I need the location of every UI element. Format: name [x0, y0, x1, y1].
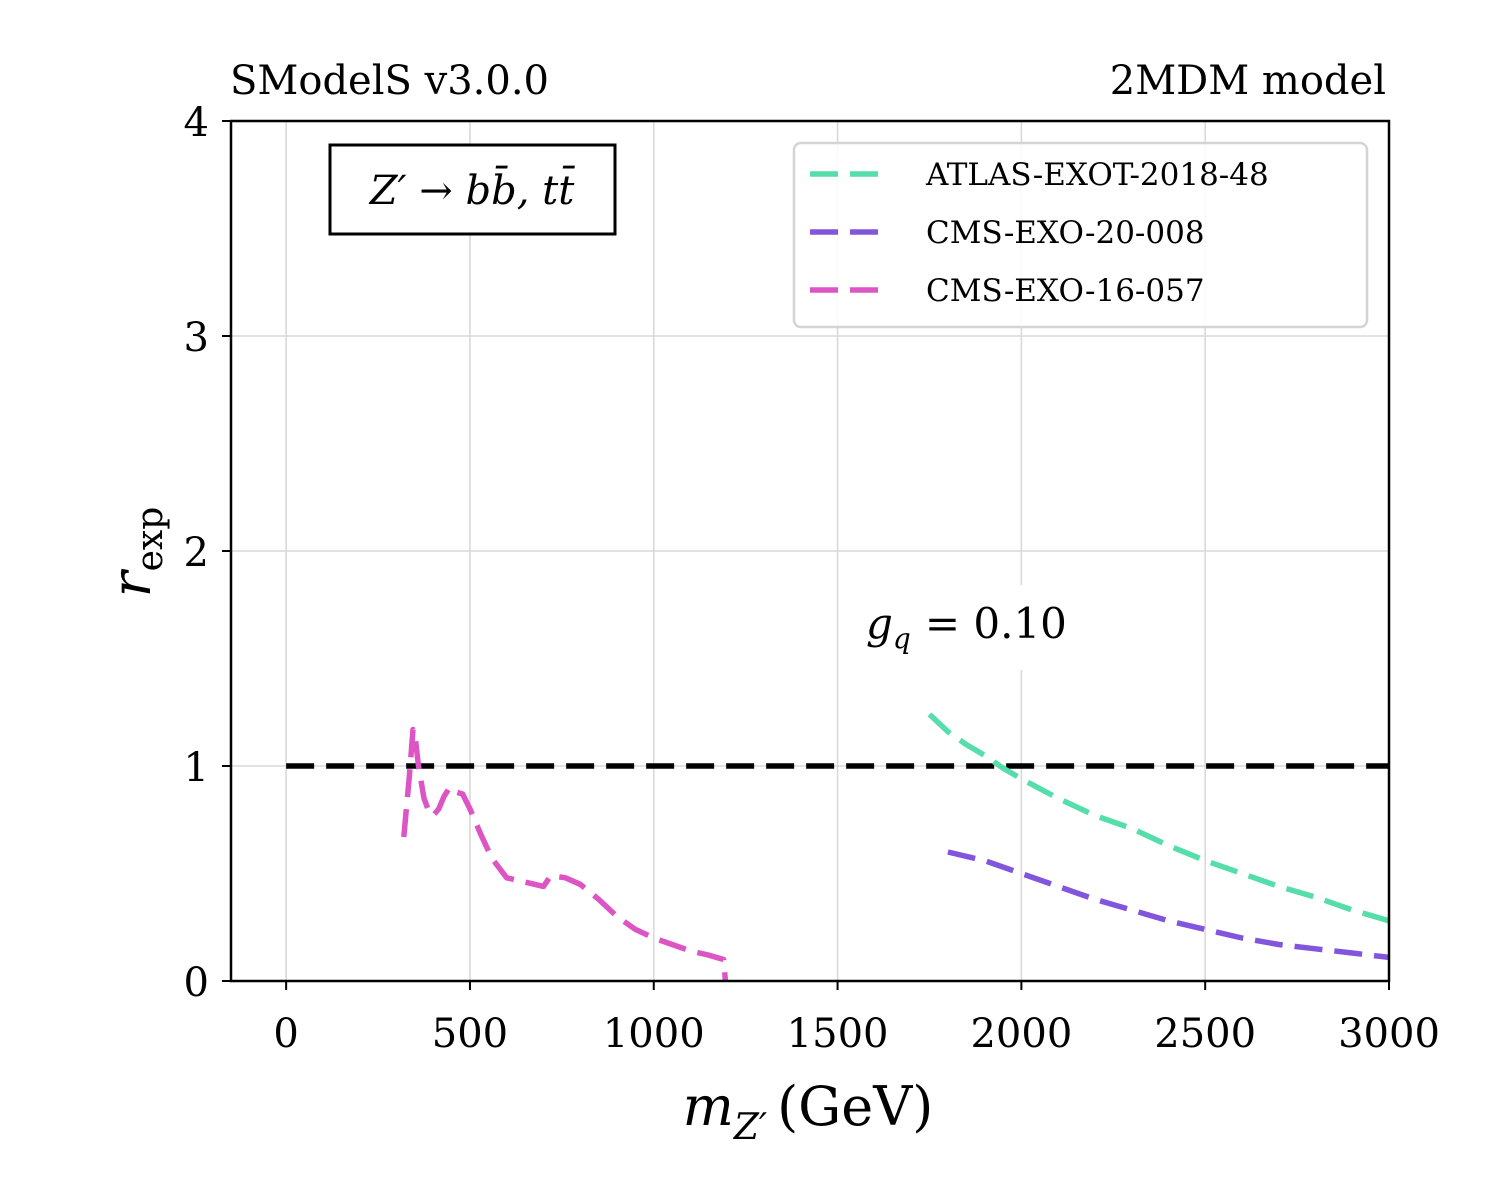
x-axis-label-unit: (GeV)	[777, 1075, 933, 1138]
y-tick-label: 1	[184, 745, 209, 791]
y-tick-label: 4	[184, 100, 209, 146]
x-tick-label: 500	[432, 1011, 508, 1057]
legend-label-3: CMS-EXO-16-057	[926, 273, 1205, 309]
x-tick-label: 2000	[970, 1011, 1072, 1057]
header-left-label: SModelS v3.0.0	[230, 58, 549, 104]
coupling-value: = 0.10	[925, 599, 1067, 648]
annotation-box: Z′ → bb̄, tt̄	[328, 143, 617, 236]
x-axis-label: mZ′ (GeV)	[683, 1075, 934, 1148]
series-group	[401, 712, 1390, 982]
coupling-symbol: g	[866, 599, 893, 648]
series-line-2	[947, 849, 1390, 961]
coupling-annotation: gq = 0.10	[860, 585, 1085, 670]
y-axis-label: rexp	[100, 507, 171, 597]
y-tick-label: 2	[184, 530, 209, 576]
header-right-label: 2MDM model	[1110, 58, 1386, 104]
axis-ticks: 0 500 1000 1500 2000 2500 3000 0 1 2 3 4	[184, 100, 1440, 1057]
x-axis-label-symbol: m	[683, 1075, 734, 1138]
series-line-1	[927, 712, 1390, 924]
x-tick-label: 3000	[1338, 1011, 1440, 1057]
annotation-box-label: Z′ → bb̄, tt̄	[368, 165, 576, 214]
x-tick-label: 1000	[603, 1011, 705, 1057]
coupling-subscript: q	[893, 622, 911, 655]
legend: ATLAS-EXOT-2018-48 CMS-EXO-20-008 CMS-EXO-…	[792, 141, 1369, 329]
legend-label-1: ATLAS-EXOT-2018-48	[925, 157, 1269, 193]
legend-label-2: CMS-EXO-20-008	[926, 215, 1205, 251]
y-tick-label: 3	[184, 315, 209, 361]
y-tick-label: 0	[184, 960, 209, 1006]
x-tick-label: 1500	[787, 1011, 889, 1057]
y-axis-label-symbol: r	[100, 568, 163, 597]
coupling-annotation-label: gq = 0.10	[866, 599, 1067, 655]
legend-frame	[792, 141, 1369, 329]
x-tick-label: 0	[273, 1011, 298, 1057]
x-axis-label-subscript: Z′	[733, 1107, 767, 1148]
x-tick-label: 2500	[1154, 1011, 1256, 1057]
coupling-annotation-background	[860, 585, 1085, 670]
y-axis-label-subscript: exp	[130, 507, 171, 572]
series-line-3	[401, 726, 729, 982]
annotation-box-frame	[328, 143, 617, 236]
